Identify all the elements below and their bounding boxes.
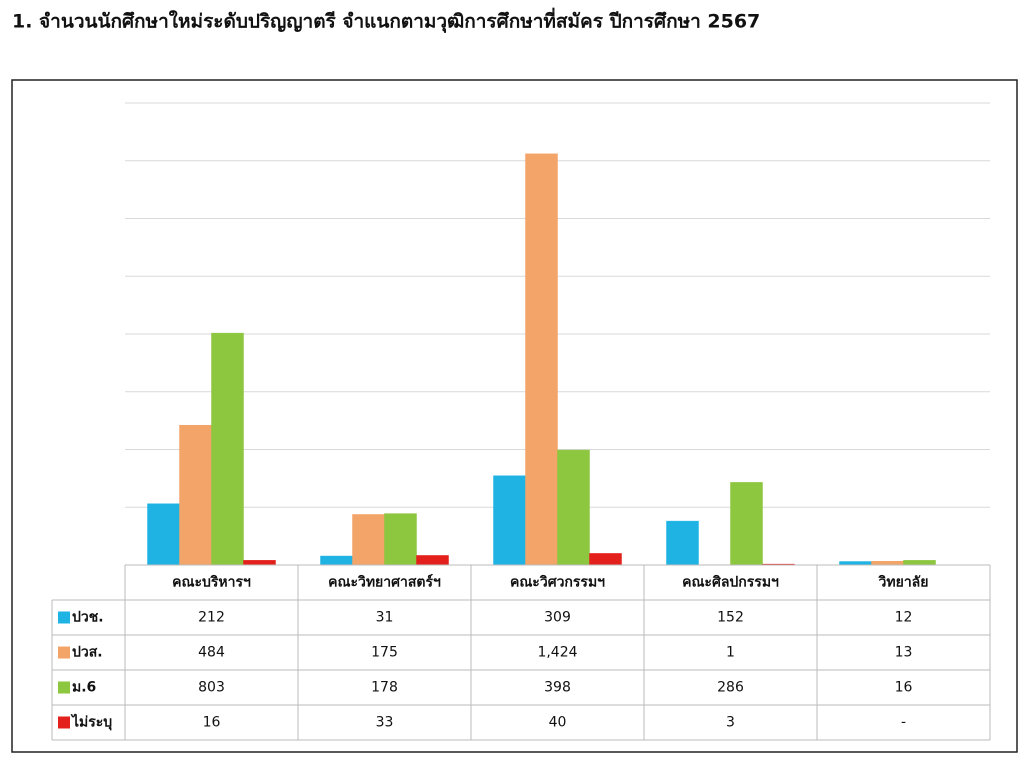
data-cell: 309 <box>544 610 571 626</box>
bar <box>148 504 180 565</box>
data-cell: 484 <box>198 645 225 661</box>
data-cell: 398 <box>544 680 571 696</box>
legend-swatch <box>58 717 70 729</box>
data-cell: - <box>901 715 906 731</box>
legend-label: ไม่ระบุ <box>70 713 112 731</box>
column-header: คณะศิลปกรรมฯ <box>682 575 779 591</box>
data-cell: 16 <box>895 680 913 696</box>
data-cell: 12 <box>895 610 913 626</box>
bar <box>904 560 936 565</box>
data-cell: 152 <box>717 610 744 626</box>
bar <box>731 482 763 565</box>
chart-frame <box>12 80 1017 752</box>
bar <box>180 425 212 565</box>
bar <box>872 561 904 565</box>
column-header: คณะวิศวกรรมฯ <box>510 575 605 591</box>
legend-label: ปวช. <box>72 610 104 626</box>
column-header: คณะวิทยาศาสตร์ฯ <box>328 574 441 591</box>
data-cell: 31 <box>376 610 394 626</box>
bar <box>321 556 353 565</box>
data-cell: 803 <box>198 680 225 696</box>
data-cell: 33 <box>376 715 394 731</box>
column-header: วิทยาลัย <box>877 575 928 591</box>
bar <box>590 553 622 565</box>
bar <box>667 521 699 565</box>
legend-label: ม.6 <box>72 680 96 696</box>
legend-swatch <box>58 647 70 659</box>
data-cell: 3 <box>726 715 735 731</box>
bar <box>558 450 590 565</box>
legend-label: ปวส. <box>72 645 103 661</box>
bar <box>385 514 417 565</box>
data-cell: 40 <box>549 715 567 731</box>
bar <box>494 476 526 565</box>
data-cell: 16 <box>203 715 221 731</box>
bar <box>526 154 558 565</box>
data-cell: 1 <box>726 645 735 661</box>
data-cell: 13 <box>895 645 913 661</box>
data-cell: 212 <box>198 610 225 626</box>
legend-swatch <box>58 682 70 694</box>
data-cell: 175 <box>371 645 398 661</box>
bar <box>244 560 276 565</box>
data-cell: 178 <box>371 680 398 696</box>
column-header: คณะบริหารฯ <box>172 575 251 591</box>
bar <box>840 562 872 565</box>
data-cell: 286 <box>717 680 744 696</box>
data-cell: 1,424 <box>537 645 577 661</box>
legend-swatch <box>58 612 70 624</box>
bar <box>353 514 385 565</box>
chart-title: 1. จำนวนนักศึกษาใหม่ระดับปริญญาตรี จำแนก… <box>12 8 760 34</box>
bar <box>212 333 244 565</box>
bar <box>417 555 449 565</box>
